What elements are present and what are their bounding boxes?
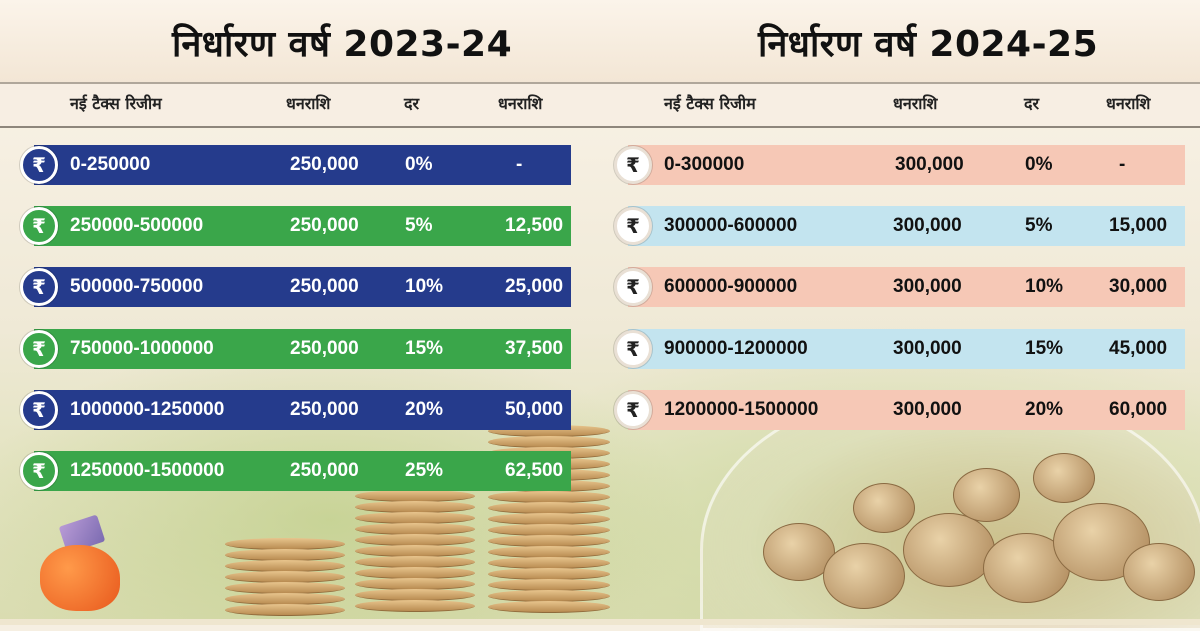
income-range: 500000-750000: [70, 276, 204, 297]
tax-rate: 20%: [405, 399, 444, 420]
piggy-bank-icon: [40, 545, 120, 611]
tax-amount: 15,000: [1109, 215, 1168, 236]
income-range: 1250000-1500000: [70, 460, 225, 481]
slab-amount: 250,000: [290, 154, 359, 175]
rupee-icon: ₹: [20, 452, 58, 490]
coin: [1123, 543, 1195, 601]
coin: [823, 543, 905, 609]
row-bar: [34, 329, 571, 369]
income-range: 300000-600000: [664, 215, 798, 236]
tax-amount: 62,500: [505, 460, 564, 481]
tax-rate: 10%: [1025, 276, 1064, 297]
header-tax-amount: धनराशि: [498, 94, 543, 113]
coin: [1033, 453, 1095, 503]
rupee-icon: ₹: [614, 330, 652, 368]
header-new-tax-regime: नई टैक्स रिजीम: [664, 94, 756, 113]
row-bar: [628, 329, 1185, 369]
income-range: 1200000-1500000: [664, 399, 819, 420]
income-range: 0-300000: [664, 154, 745, 175]
slab-amount: 300,000: [893, 338, 962, 359]
coin: [488, 601, 610, 613]
coin: [225, 604, 345, 616]
row-bar: [34, 390, 571, 430]
tax-rate: 0%: [1025, 154, 1053, 175]
tax-amount: 12,500: [505, 215, 564, 236]
rupee-icon: ₹: [614, 391, 652, 429]
tax-rate: 5%: [405, 215, 433, 236]
rupee-icon: ₹: [614, 146, 652, 184]
slab-amount: 300,000: [893, 276, 962, 297]
column-header-band: [0, 82, 1200, 128]
row-bar: [628, 390, 1185, 430]
slab-amount: 250,000: [290, 215, 359, 236]
income-range: 600000-900000: [664, 276, 798, 297]
tax-amount: 25,000: [505, 276, 564, 297]
rupee-icon: ₹: [20, 207, 58, 245]
year-title-2024-25: निर्धारण वर्ष 2024-25: [758, 24, 1099, 65]
tax-rate: 25%: [405, 460, 444, 481]
tax-rate: 15%: [405, 338, 444, 359]
income-range: 0-250000: [70, 154, 151, 175]
header-tax-amount: धनराशि: [1106, 94, 1151, 113]
slab-amount: 250,000: [290, 276, 359, 297]
row-bar: [628, 267, 1185, 307]
tax-amount: 60,000: [1109, 399, 1168, 420]
slab-amount: 300,000: [893, 215, 962, 236]
tax-amount: 50,000: [505, 399, 564, 420]
coin: [853, 483, 915, 533]
year-title-2023-24: निर्धारण वर्ष 2023-24: [172, 24, 513, 65]
header-amount: धनराशि: [893, 94, 938, 113]
bottom-border: [0, 619, 1200, 625]
rupee-icon: ₹: [20, 391, 58, 429]
tax-amount: -: [1119, 154, 1126, 175]
tax-rate: 10%: [405, 276, 444, 297]
tax-amount: -: [516, 154, 523, 175]
row-bar: [628, 206, 1185, 246]
coin: [903, 513, 995, 587]
income-range: 1000000-1250000: [70, 399, 225, 420]
header-new-tax-regime: नई टैक्स रिजीम: [70, 94, 162, 113]
slab-amount: 250,000: [290, 338, 359, 359]
rupee-icon: ₹: [20, 268, 58, 306]
rupee-icon: ₹: [614, 268, 652, 306]
tax-amount: 37,500: [505, 338, 564, 359]
tax-rate: 15%: [1025, 338, 1064, 359]
header-band: [0, 0, 1200, 82]
row-bar: [628, 145, 1185, 185]
row-bar: [34, 145, 571, 185]
coin: [1053, 503, 1150, 581]
rupee-icon: ₹: [20, 330, 58, 368]
income-range: 900000-1200000: [664, 338, 808, 359]
slab-amount: 300,000: [895, 154, 964, 175]
coin: [953, 468, 1020, 522]
header-amount: धनराशि: [286, 94, 331, 113]
coin: [355, 600, 475, 612]
header-rate: दर: [404, 94, 420, 113]
tax-rate: 20%: [1025, 399, 1064, 420]
tax-amount: 30,000: [1109, 276, 1168, 297]
tax-rate: 5%: [1025, 215, 1053, 236]
row-bar: [34, 267, 571, 307]
rupee-icon: ₹: [614, 207, 652, 245]
tax-rate: 0%: [405, 154, 433, 175]
income-range: 750000-1000000: [70, 338, 214, 359]
row-bar: [34, 451, 571, 491]
slab-amount: 250,000: [290, 399, 359, 420]
row-bar: [34, 206, 571, 246]
slab-amount: 250,000: [290, 460, 359, 481]
header-rate: दर: [1024, 94, 1040, 113]
slab-amount: 300,000: [893, 399, 962, 420]
income-range: 250000-500000: [70, 215, 204, 236]
tax-amount: 45,000: [1109, 338, 1168, 359]
coin-jar-illustration: [700, 390, 1200, 631]
rupee-icon: ₹: [20, 146, 58, 184]
